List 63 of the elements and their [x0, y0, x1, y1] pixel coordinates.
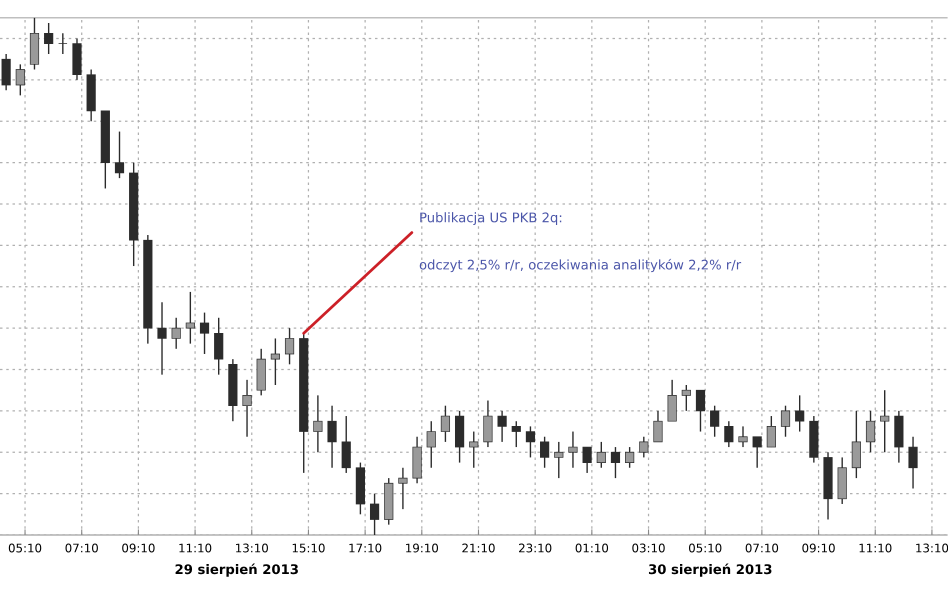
candlestick — [554, 441, 564, 479]
candlestick — [172, 317, 181, 350]
candlestick — [469, 430, 478, 468]
candlestick — [866, 410, 876, 453]
candlestick — [526, 426, 536, 458]
candlestick — [398, 467, 408, 510]
x-tick-label: 05:10 — [8, 544, 42, 552]
x-tick-label: 13:10 — [916, 544, 948, 552]
candlestick — [738, 426, 748, 448]
candlestick — [880, 389, 890, 453]
annotation: odczyt 2,5% r/r, oczekiwania analityków 2,2% r/r — [420, 258, 742, 272]
candlestick — [780, 405, 790, 438]
candlestick — [313, 394, 322, 453]
candlestick — [327, 405, 337, 468]
candlestick — [242, 379, 252, 438]
candlestick — [114, 130, 124, 179]
x-tick-label: 09:10 — [122, 544, 155, 552]
x-tick-label: 09:10 — [802, 544, 835, 552]
candlestick — [682, 384, 691, 412]
candlestick — [498, 410, 507, 443]
x-tick-label: 11:10 — [179, 544, 212, 552]
candlestick — [724, 420, 734, 448]
candlestick — [752, 436, 762, 468]
x-tick-label: 15:10 — [292, 544, 325, 552]
candlestick — [766, 415, 776, 448]
x-tick-label: 07:10 — [746, 544, 778, 552]
candlestick — [440, 405, 450, 443]
x-tick-label: 19:10 — [406, 544, 438, 552]
candlestick — [44, 22, 54, 55]
candlestick — [512, 420, 521, 448]
candlestick — [568, 430, 578, 468]
text: 30 sierpień 2013 — [648, 563, 772, 577]
candlestick — [625, 446, 634, 468]
text: 29 sierpień 2013 — [176, 563, 298, 577]
candlestick — [582, 446, 592, 474]
candlestick — [610, 446, 620, 479]
candlestick — [186, 291, 195, 344]
x-tick-label: 05:10 — [688, 544, 722, 552]
candlestick — [200, 312, 210, 355]
candlestick — [270, 338, 280, 386]
candlestick — [639, 436, 648, 458]
x-tick-label: 07:10 — [65, 544, 98, 552]
candlestick — [16, 64, 25, 96]
candlestick — [710, 405, 720, 438]
x-tick-label: 03:10 — [632, 544, 665, 552]
candlestick — [596, 441, 606, 468]
x-tick-label: 21:10 — [462, 544, 495, 552]
candlestick — [540, 436, 550, 468]
candlestick — [426, 420, 436, 468]
candlestick — [370, 492, 380, 535]
candlestick — [908, 436, 918, 490]
annotation: Publikacja US PKB 2q: — [420, 212, 562, 225]
x-tick-label: 13:10 — [236, 544, 268, 552]
candlestick — [58, 32, 68, 55]
candlestick — [696, 389, 706, 432]
x-tick-label: 17:10 — [349, 544, 382, 552]
x-tick-label: 11:10 — [860, 544, 892, 552]
candlestick — [653, 410, 663, 443]
candlestick — [157, 302, 167, 376]
x-tick-label: 01:10 — [576, 544, 608, 552]
candlestick — [795, 394, 804, 432]
candlestick — [284, 327, 294, 366]
x-tick-label: 23:10 — [519, 544, 552, 552]
